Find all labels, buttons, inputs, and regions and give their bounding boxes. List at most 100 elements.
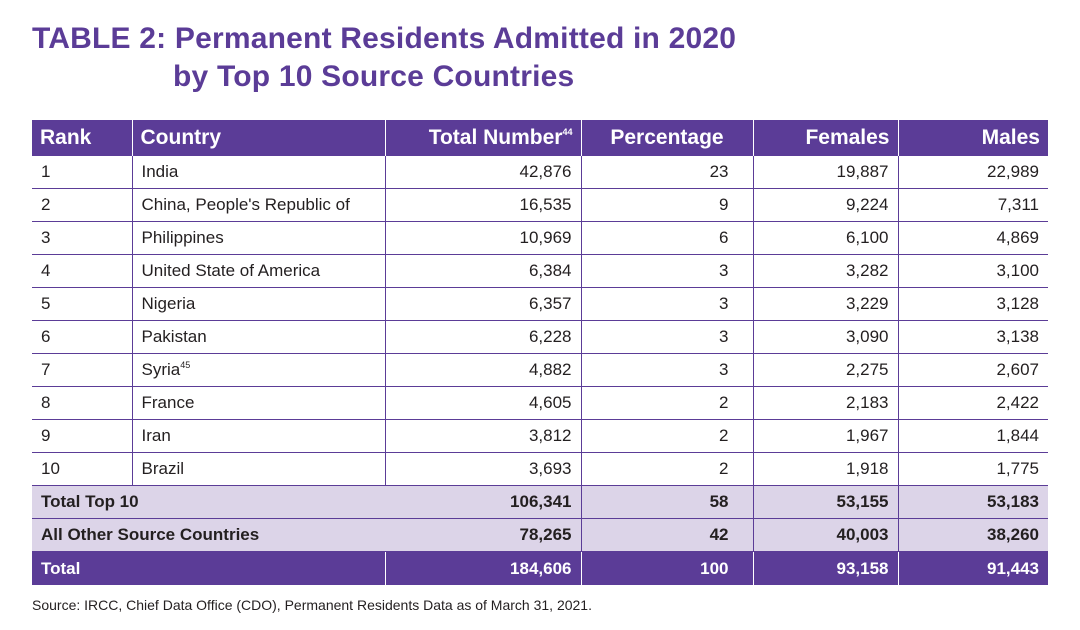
- table-row: 3 Philippines 10,969 6 6,100 4,869: [32, 221, 1048, 255]
- header-total-number: Total Number44: [384, 120, 581, 156]
- header-total-footnote: 44: [562, 127, 573, 137]
- cell-rank: 7: [32, 353, 132, 387]
- cell-country: United State of America: [131, 254, 385, 288]
- cell-total-number: 6,357: [384, 287, 581, 321]
- grand-total-row: Total 184,606 100 93,158 91,443: [32, 551, 1048, 585]
- source-note: Source: IRCC, Chief Data Office (CDO), P…: [32, 597, 592, 613]
- country-name: United State of America: [141, 261, 321, 280]
- cell-males: 22,989: [897, 156, 1048, 189]
- cell-females: 2,183: [752, 386, 898, 420]
- table-row: 5 Nigeria 6,357 3 3,229 3,128: [32, 287, 1048, 321]
- cell-females: 19,887: [752, 156, 898, 189]
- cell-males: 1,775: [897, 452, 1048, 486]
- cell-percentage: 3: [580, 287, 753, 321]
- cell-total-number: 3,812: [384, 419, 581, 453]
- cell-country: France: [131, 386, 385, 420]
- country-name: Philippines: [141, 228, 224, 247]
- residents-table: Rank Country Total Number44 Percentage F…: [32, 120, 1048, 585]
- cell-rank: 4: [32, 254, 132, 288]
- page-title: TABLE 2: Permanent Residents Admitted in…: [32, 20, 736, 96]
- total-top10-total: 106,341: [385, 485, 581, 519]
- cell-country: Philippines: [131, 221, 385, 255]
- cell-country: Brazil: [131, 452, 385, 486]
- total-top10-row: Total Top 10 106,341 58 53,155 53,183: [32, 485, 1048, 519]
- cell-rank: 6: [32, 320, 132, 354]
- cell-percentage: 2: [580, 452, 753, 486]
- table-row: 6 Pakistan 6,228 3 3,090 3,138: [32, 320, 1048, 354]
- cell-total-number: 10,969: [384, 221, 581, 255]
- header-percentage: Percentage: [580, 120, 753, 156]
- all-other-percentage: 42: [580, 518, 753, 552]
- cell-percentage: 2: [580, 386, 753, 420]
- cell-males: 1,844: [897, 419, 1048, 453]
- country-name: Pakistan: [141, 327, 207, 346]
- all-other-row: All Other Source Countries 78,265 42 40,…: [32, 518, 1048, 552]
- table-row: 10 Brazil 3,693 2 1,918 1,775: [32, 452, 1048, 486]
- cell-country: India: [131, 156, 385, 189]
- cell-males: 3,128: [897, 287, 1048, 321]
- header-females: Females: [752, 120, 898, 156]
- total-top10-percentage: 58: [580, 485, 753, 519]
- grand-total-percentage: 100: [580, 551, 753, 585]
- all-other-total: 78,265: [385, 518, 581, 552]
- cell-females: 1,967: [752, 419, 898, 453]
- header-total-number-label: Total Number: [428, 126, 563, 149]
- header-males: Males: [897, 120, 1048, 156]
- cell-rank: 1: [32, 156, 132, 189]
- all-other-males: 38,260: [897, 518, 1048, 552]
- country-name: France: [141, 393, 195, 412]
- title-line-2: by Top 10 Source Countries: [173, 60, 575, 93]
- all-other-label: All Other Source Countries: [32, 518, 385, 552]
- cell-total-number: 6,228: [384, 320, 581, 354]
- cell-percentage: 3: [580, 320, 753, 354]
- table-row: 2 China, People's Republic of 16,535 9 9,224…: [32, 188, 1048, 222]
- country-name: Syria: [141, 360, 181, 379]
- country-name: Brazil: [141, 459, 185, 478]
- title-line-1: TABLE 2: Permanent Residents Admitted in…: [32, 22, 737, 55]
- country-name: India: [141, 162, 179, 181]
- country-footnote: 45: [180, 360, 191, 370]
- cell-percentage: 3: [580, 254, 753, 288]
- cell-percentage: 23: [580, 156, 753, 189]
- cell-rank: 2: [32, 188, 132, 222]
- total-top10-females: 53,155: [752, 485, 898, 519]
- cell-total-number: 3,693: [384, 452, 581, 486]
- cell-females: 6,100: [752, 221, 898, 255]
- cell-males: 4,869: [897, 221, 1048, 255]
- cell-males: 2,607: [897, 353, 1048, 387]
- country-name: China, People's Republic of: [141, 195, 350, 214]
- cell-rank: 8: [32, 386, 132, 420]
- cell-total-number: 4,882: [384, 353, 581, 387]
- country-name: Nigeria: [141, 294, 196, 313]
- cell-females: 3,229: [752, 287, 898, 321]
- cell-males: 7,311: [897, 188, 1048, 222]
- cell-percentage: 2: [580, 419, 753, 453]
- cell-country: Syria45: [131, 353, 385, 387]
- cell-country: Nigeria: [131, 287, 385, 321]
- country-name: Iran: [141, 426, 171, 445]
- table-row: 4 United State of America 6,384 3 3,282 3,100: [32, 254, 1048, 288]
- cell-country: Pakistan: [131, 320, 385, 354]
- cell-females: 9,224: [752, 188, 898, 222]
- table-header-row: Rank Country Total Number44 Percentage F…: [32, 120, 1048, 156]
- cell-females: 3,090: [752, 320, 898, 354]
- grand-total-label: Total: [32, 551, 385, 585]
- cell-percentage: 6: [580, 221, 753, 255]
- cell-males: 3,138: [897, 320, 1048, 354]
- total-top10-label: Total Top 10: [32, 485, 385, 519]
- cell-total-number: 6,384: [384, 254, 581, 288]
- table-row: 7 Syria45 4,882 3 2,275 2,607: [32, 353, 1048, 387]
- grand-total-males: 91,443: [897, 551, 1048, 585]
- cell-males: 3,100: [897, 254, 1048, 288]
- cell-total-number: 42,876: [384, 156, 581, 189]
- cell-rank: 3: [32, 221, 132, 255]
- cell-country: Iran: [131, 419, 385, 453]
- table-row: 1 India 42,876 23 19,887 22,989: [32, 156, 1048, 189]
- header-country: Country: [131, 120, 385, 156]
- total-top10-males: 53,183: [897, 485, 1048, 519]
- cell-females: 3,282: [752, 254, 898, 288]
- grand-total-total: 184,606: [384, 551, 581, 585]
- grand-total-females: 93,158: [752, 551, 898, 585]
- cell-males: 2,422: [897, 386, 1048, 420]
- table-row: 8 France 4,605 2 2,183 2,422: [32, 386, 1048, 420]
